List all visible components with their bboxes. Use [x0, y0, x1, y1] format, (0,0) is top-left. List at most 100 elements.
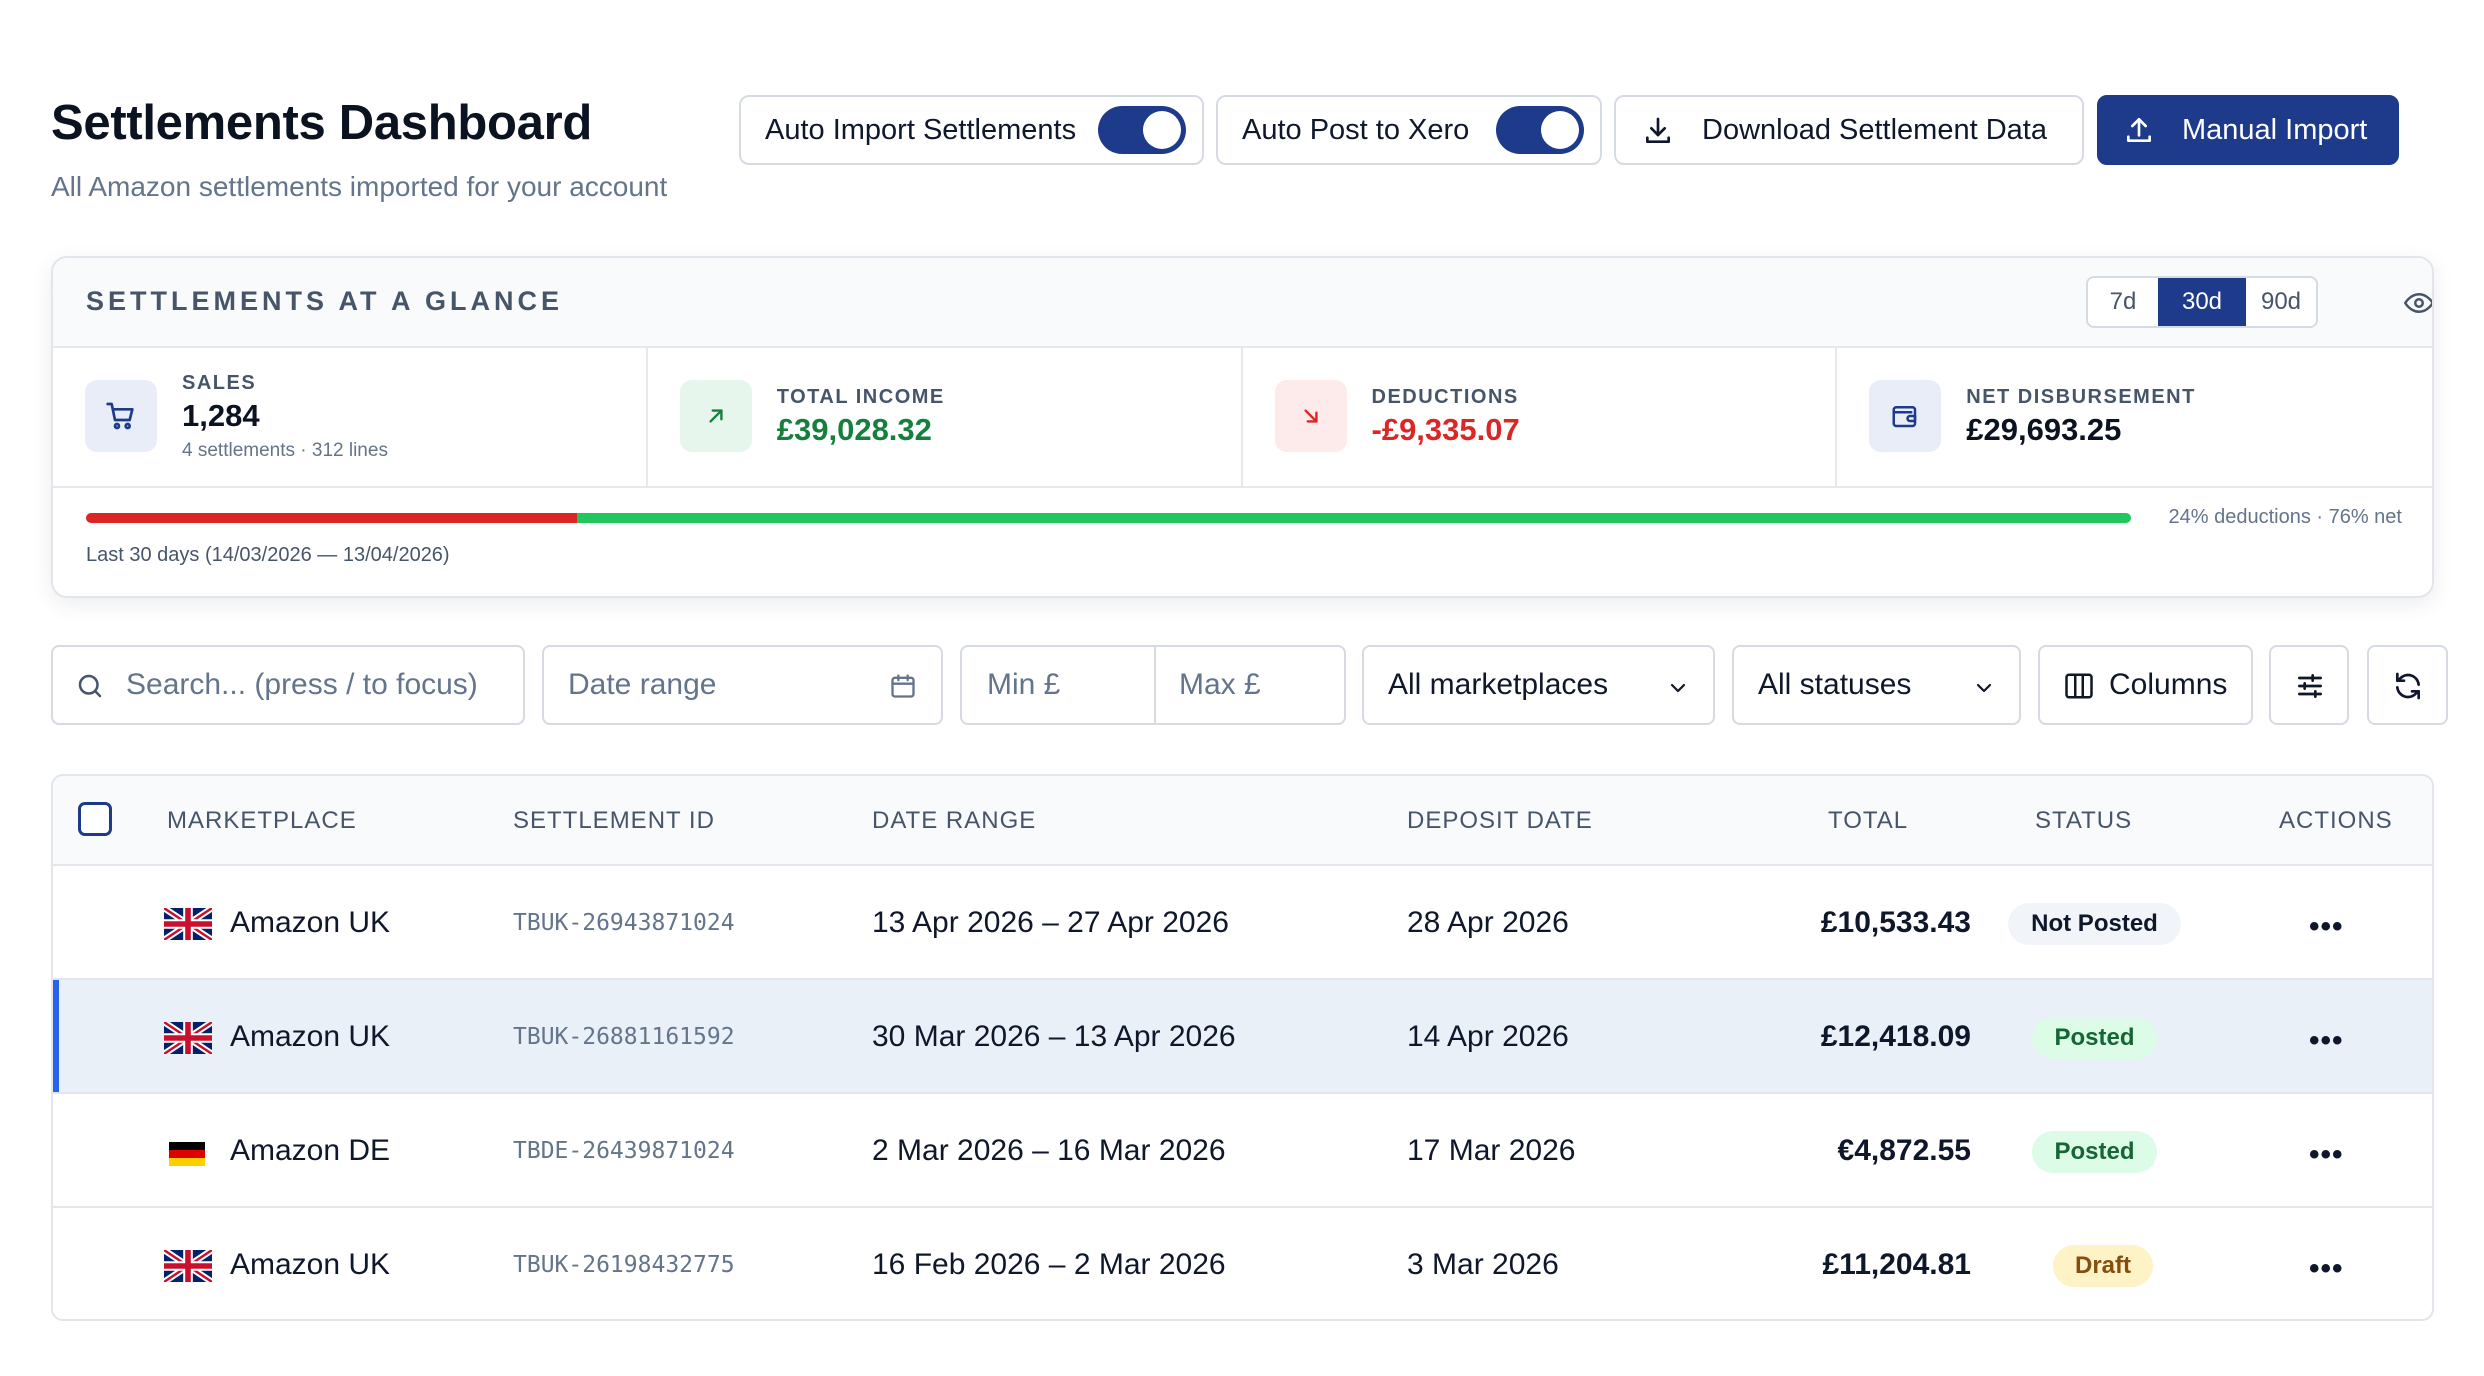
settlement-total: £12,418.09 — [1820, 1020, 1971, 1053]
auto-import-label: Auto Import Settlements — [765, 113, 1077, 146]
glance-title: SETTLEMENTS AT A GLANCE — [86, 286, 563, 316]
stat-total-income: TOTAL INCOME £39,028.32 — [648, 348, 1243, 486]
columns-label: Columns — [2109, 668, 2228, 701]
columns-icon — [2064, 672, 2094, 708]
more-actions-icon[interactable]: ••• — [2309, 910, 2344, 943]
column-header-deposit-date[interactable]: DEPOSIT DATE — [1407, 807, 1593, 834]
range-90d[interactable]: 90d — [2260, 288, 2302, 315]
more-actions-icon[interactable]: ••• — [2309, 1252, 2344, 1285]
marketplace-select-value: All marketplaces — [1388, 668, 1609, 701]
stat-sub: 4 settlements · 312 lines — [182, 440, 388, 461]
table-row[interactable]: Amazon UK TBUK-26943871024 13 Apr 2026 –… — [53, 866, 2432, 980]
chevron-down-icon — [1972, 674, 1996, 708]
date-range: 30 Mar 2026 – 13 Apr 2026 — [872, 1020, 1236, 1053]
date-range-field[interactable]: Date range — [542, 645, 943, 725]
de-flag-icon — [169, 1142, 205, 1171]
table-row[interactable]: Amazon DE TBDE-26439871024 2 Mar 2026 – … — [53, 1094, 2432, 1208]
manual-import-label: Manual Import — [2182, 113, 2368, 146]
uk-flag-icon — [162, 905, 214, 945]
toggle-knob — [1143, 111, 1181, 149]
deductions-net-bar — [86, 513, 2131, 523]
download-icon — [1642, 115, 1674, 155]
settlement-id: TBUK-26881161592 — [513, 1024, 735, 1050]
range-selector: 7d 30d 90d — [2086, 276, 2318, 328]
chevron-down-icon — [1666, 674, 1690, 708]
settlements-glance-card: SETTLEMENTS AT A GLANCE 7d 30d 90d SALES… — [51, 256, 2434, 598]
amount-range-field: Min £ Max £ — [960, 645, 1346, 725]
status-badge: Draft — [2053, 1245, 2153, 1287]
date-range-input[interactable]: Date range — [568, 668, 717, 701]
download-settlement-button[interactable]: Download Settlement Data — [1614, 95, 2084, 165]
stat-label: SALES — [182, 372, 257, 394]
column-header-date-range[interactable]: DATE RANGE — [872, 807, 1037, 834]
status-badge: Posted — [2032, 1131, 2157, 1173]
column-header-status[interactable]: STATUS — [2035, 807, 2133, 834]
date-range: 2 Mar 2026 – 16 Mar 2026 — [872, 1134, 1226, 1167]
toggle-knob — [1541, 111, 1579, 149]
settlement-id: TBDE-26439871024 — [513, 1138, 735, 1164]
auto-import-toggle[interactable] — [1098, 106, 1186, 154]
range-30d[interactable]: 30d — [2158, 278, 2246, 326]
search-icon — [75, 671, 105, 709]
column-header-settlement-id[interactable]: SETTLEMENT ID — [513, 807, 715, 834]
upload-icon — [2123, 114, 2155, 154]
column-header-actions: ACTIONS — [2279, 807, 2393, 834]
settlement-total: £11,204.81 — [1822, 1248, 1972, 1281]
stat-label: TOTAL INCOME — [776, 386, 945, 408]
marketplace-name: Amazon UK — [230, 906, 391, 939]
deposit-date: 17 Mar 2026 — [1407, 1134, 1576, 1167]
search-field[interactable]: Search... (press / to focus) — [51, 645, 525, 725]
status-select[interactable]: All statuses — [1732, 645, 2021, 725]
table-row[interactable]: Amazon UK TBUK-26881161592 30 Mar 2026 –… — [53, 980, 2432, 1094]
settlement-total: £10,533.43 — [1820, 906, 1971, 939]
filter-settings-button[interactable] — [2269, 645, 2349, 725]
stat-deductions: DEDUCTIONS -£9,335.07 — [1243, 348, 1838, 486]
manual-import-button[interactable]: Manual Import — [2097, 95, 2399, 165]
column-header-marketplace[interactable]: MARKETPLACE — [167, 807, 357, 834]
deposit-date: 14 Apr 2026 — [1407, 1020, 1569, 1053]
eye-icon[interactable] — [2403, 290, 2432, 316]
download-label: Download Settlement Data — [1702, 113, 2047, 146]
deposit-date: 28 Apr 2026 — [1407, 906, 1569, 939]
auto-post-toggle-button[interactable]: Auto Post to Xero — [1216, 95, 1602, 165]
settlement-id: TBUK-26943871024 — [513, 910, 735, 936]
status-badge: Not Posted — [2008, 903, 2181, 945]
min-amount-input[interactable]: Min £ — [987, 668, 1061, 701]
more-actions-icon[interactable]: ••• — [2309, 1024, 2344, 1057]
divider — [1154, 647, 1156, 723]
settlement-total: €4,872.55 — [1837, 1134, 1971, 1167]
stat-label: NET DISBURSEMENT — [1966, 386, 2196, 408]
marketplace-select[interactable]: All marketplaces — [1362, 645, 1715, 725]
column-header-total[interactable]: TOTAL — [1828, 807, 1909, 834]
status-badge: Posted — [2032, 1017, 2157, 1059]
refresh-button[interactable] — [2367, 645, 2448, 725]
cart-icon — [85, 380, 157, 452]
arrow-up-right-icon — [679, 380, 752, 452]
stat-sales: SALES 1,284 4 settlements · 312 lines — [53, 348, 648, 486]
max-amount-input[interactable]: Max £ — [1179, 668, 1261, 701]
more-actions-icon[interactable]: ••• — [2309, 1138, 2344, 1171]
date-range: 16 Feb 2026 – 2 Mar 2026 — [872, 1248, 1226, 1281]
glance-card-header: SETTLEMENTS AT A GLANCE 7d 30d 90d — [53, 258, 2432, 348]
date-range: 13 Apr 2026 – 27 Apr 2026 — [872, 906, 1229, 939]
columns-button[interactable]: Columns — [2038, 645, 2253, 725]
calendar-icon — [889, 672, 917, 708]
stat-value: -£9,335.07 — [1371, 412, 1520, 447]
table-row[interactable]: Amazon UK TBUK-26198432775 16 Feb 2026 –… — [53, 1208, 2432, 1319]
marketplace-name: Amazon UK — [230, 1248, 391, 1281]
range-7d[interactable]: 7d — [2109, 288, 2137, 315]
auto-post-toggle[interactable] — [1496, 106, 1584, 154]
select-all-checkbox[interactable] — [78, 802, 112, 836]
stat-net-disbursement: NET DISBURSEMENT £29,693.25 — [1837, 348, 2432, 486]
status-select-value: All statuses — [1758, 668, 1912, 701]
page-header: Settlements Dashboard All Amazon settlem… — [51, 95, 2434, 215]
auto-import-toggle-button[interactable]: Auto Import Settlements — [739, 95, 1204, 165]
search-input[interactable]: Search... (press / to focus) — [126, 668, 478, 701]
sliders-icon — [2294, 670, 2326, 710]
auto-post-label: Auto Post to Xero — [1242, 113, 1470, 146]
stat-value: £39,028.32 — [776, 412, 932, 447]
refresh-icon — [2392, 670, 2424, 710]
bar-caption: 24% deductions · 76% net — [2168, 506, 2403, 528]
glance-stats: SALES 1,284 4 settlements · 312 lines TO… — [53, 348, 2432, 488]
uk-flag-icon — [162, 1247, 214, 1287]
